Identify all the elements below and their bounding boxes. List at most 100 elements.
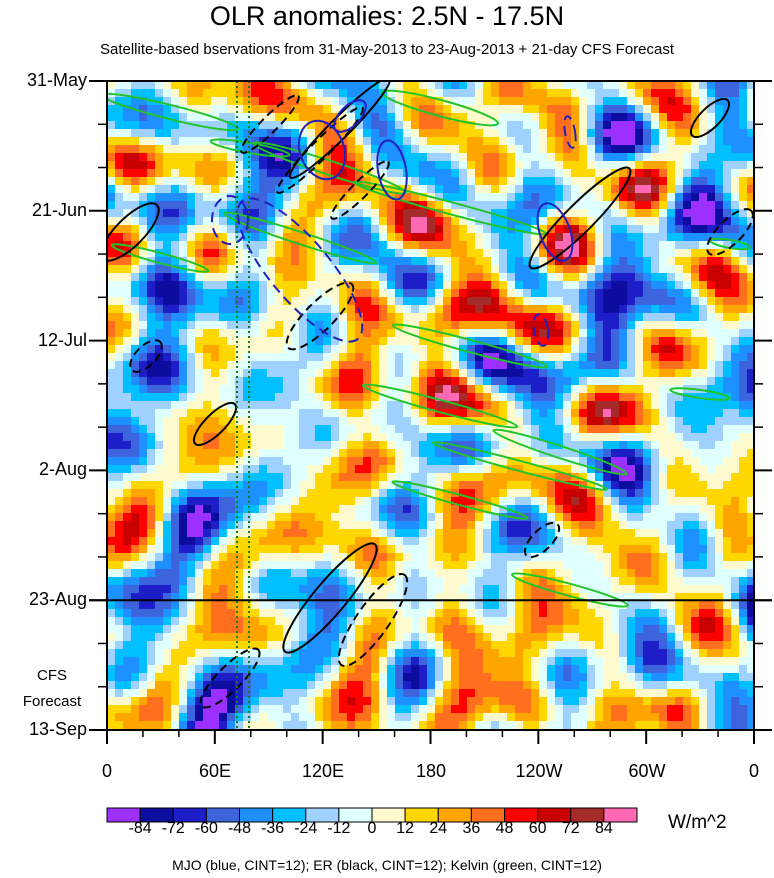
olr-cell bbox=[155, 537, 164, 546]
olr-cell bbox=[155, 201, 164, 210]
olr-cell bbox=[107, 313, 116, 322]
olr-cell bbox=[515, 321, 524, 330]
olr-cell bbox=[515, 497, 524, 506]
olr-cell bbox=[683, 81, 692, 90]
olr-cell bbox=[555, 345, 564, 354]
olr-cell bbox=[571, 441, 580, 450]
olr-cell bbox=[683, 217, 692, 226]
olr-cell bbox=[251, 305, 260, 314]
olr-cell bbox=[139, 313, 148, 322]
olr-cell bbox=[283, 449, 292, 458]
olr-cell bbox=[211, 361, 220, 370]
olr-cell bbox=[211, 465, 220, 474]
olr-cell bbox=[707, 401, 716, 410]
olr-cell bbox=[251, 297, 260, 306]
olr-cell bbox=[179, 145, 188, 154]
olr-cell bbox=[675, 193, 684, 202]
olr-cell bbox=[275, 265, 284, 274]
olr-cell bbox=[411, 361, 420, 370]
olr-cell bbox=[187, 105, 196, 114]
olr-cell bbox=[475, 137, 484, 146]
olr-cell bbox=[115, 449, 124, 458]
olr-cell bbox=[339, 369, 348, 378]
olr-cell bbox=[163, 329, 172, 338]
olr-cell bbox=[387, 321, 396, 330]
olr-cell bbox=[523, 473, 532, 482]
olr-cell bbox=[635, 369, 644, 378]
olr-cell bbox=[147, 201, 156, 210]
olr-cell bbox=[371, 353, 380, 362]
olr-cell bbox=[563, 329, 572, 338]
olr-cell bbox=[187, 393, 196, 402]
olr-cell bbox=[483, 297, 492, 306]
olr-cell bbox=[571, 273, 580, 282]
olr-cell bbox=[155, 225, 164, 234]
olr-cell bbox=[523, 233, 532, 242]
olr-cell bbox=[587, 137, 596, 146]
olr-cell bbox=[411, 241, 420, 250]
olr-cell bbox=[131, 305, 140, 314]
olr-cell bbox=[667, 393, 676, 402]
olr-cell bbox=[251, 393, 260, 402]
olr-cell bbox=[515, 521, 524, 530]
olr-cell bbox=[315, 97, 324, 106]
olr-cell bbox=[651, 105, 660, 114]
olr-cell bbox=[523, 569, 532, 578]
olr-cell bbox=[579, 105, 588, 114]
olr-cell bbox=[123, 297, 132, 306]
olr-cell bbox=[731, 521, 740, 530]
olr-cell bbox=[107, 433, 116, 442]
olr-cell bbox=[723, 401, 732, 410]
olr-cell bbox=[531, 505, 540, 514]
olr-cell bbox=[355, 97, 364, 106]
olr-cell bbox=[579, 129, 588, 138]
olr-cell bbox=[451, 257, 460, 266]
olr-cell bbox=[195, 513, 204, 522]
olr-cell bbox=[475, 465, 484, 474]
olr-cell bbox=[651, 553, 660, 562]
olr-cell bbox=[747, 393, 754, 402]
olr-cell bbox=[603, 513, 612, 522]
olr-cell bbox=[731, 169, 740, 178]
olr-cell bbox=[443, 505, 452, 514]
olr-cell bbox=[635, 505, 644, 514]
olr-cell bbox=[443, 273, 452, 282]
olr-cell bbox=[571, 425, 580, 434]
olr-cell bbox=[707, 481, 716, 490]
olr-cell bbox=[515, 129, 524, 138]
olr-cell bbox=[555, 169, 564, 178]
olr-cell bbox=[651, 161, 660, 170]
olr-cell bbox=[739, 513, 748, 522]
olr-cell bbox=[587, 297, 596, 306]
olr-cell bbox=[683, 249, 692, 258]
olr-cell bbox=[331, 233, 340, 242]
olr-cell bbox=[387, 569, 396, 578]
olr-cell bbox=[179, 225, 188, 234]
olr-cell bbox=[547, 121, 556, 130]
olr-cell bbox=[691, 433, 700, 442]
olr-cell bbox=[643, 345, 652, 354]
olr-cell bbox=[315, 529, 324, 538]
olr-cell bbox=[427, 369, 436, 378]
olr-cell bbox=[419, 89, 428, 98]
olr-cell bbox=[675, 465, 684, 474]
olr-cell bbox=[435, 289, 444, 298]
olr-cell bbox=[443, 137, 452, 146]
olr-cell bbox=[139, 361, 148, 370]
olr-cell bbox=[211, 561, 220, 570]
olr-cell bbox=[675, 521, 684, 530]
olr-cell bbox=[499, 161, 508, 170]
olr-cell bbox=[715, 145, 724, 154]
olr-cell bbox=[307, 257, 316, 266]
olr-cell bbox=[659, 185, 668, 194]
olr-cell bbox=[707, 145, 716, 154]
olr-cell bbox=[107, 353, 116, 362]
olr-cell bbox=[299, 473, 308, 482]
olr-cell bbox=[571, 161, 580, 170]
olr-cell bbox=[299, 353, 308, 362]
olr-cell bbox=[363, 465, 372, 474]
olr-cell bbox=[147, 481, 156, 490]
olr-cell bbox=[467, 169, 476, 178]
olr-cell bbox=[235, 233, 244, 242]
olr-cell bbox=[427, 249, 436, 258]
